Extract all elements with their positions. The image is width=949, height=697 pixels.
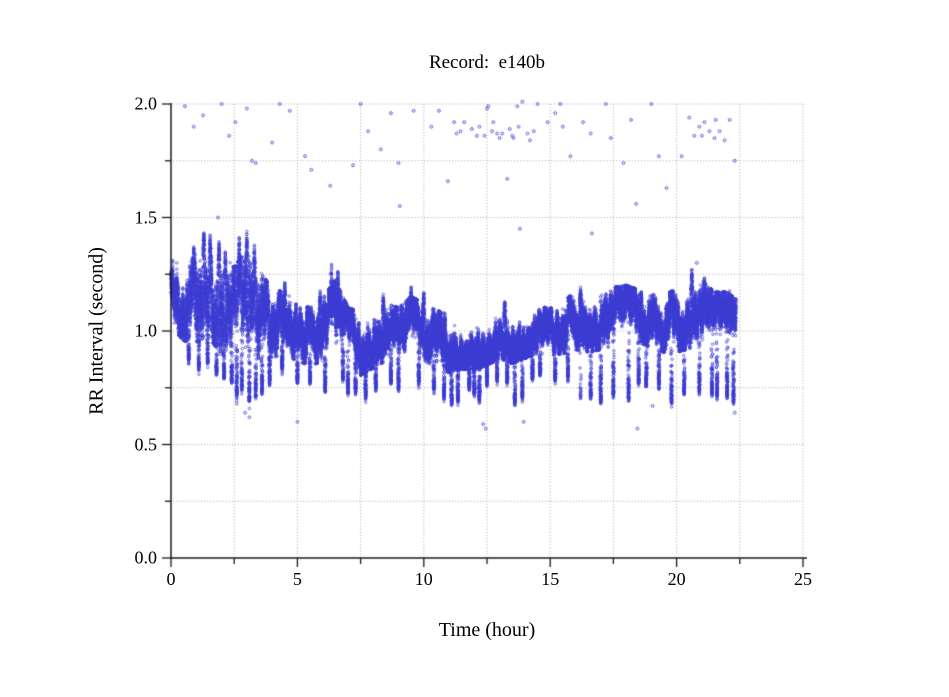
x-tick-label: 15 bbox=[541, 569, 560, 589]
y-tick-label: 1.0 bbox=[134, 320, 158, 341]
chart-title: Record: e140b bbox=[428, 52, 546, 73]
x-tick-label: 20 bbox=[667, 569, 686, 589]
x-axis-label: Time (hour) bbox=[438, 619, 536, 641]
y-axis-label: RR Interval (second) bbox=[85, 247, 108, 415]
x-tick-label: 0 bbox=[166, 569, 176, 589]
y-tick-label: 0.0 bbox=[134, 547, 158, 568]
x-tick-label: 10 bbox=[414, 569, 433, 589]
y-tick-label: 1.5 bbox=[134, 207, 158, 227]
y-tick-label: 0.5 bbox=[134, 434, 158, 454]
y-tick-label: 2.0 bbox=[134, 93, 158, 114]
x-tick-label: 25 bbox=[794, 569, 812, 589]
x-tick-label: 5 bbox=[292, 569, 302, 589]
